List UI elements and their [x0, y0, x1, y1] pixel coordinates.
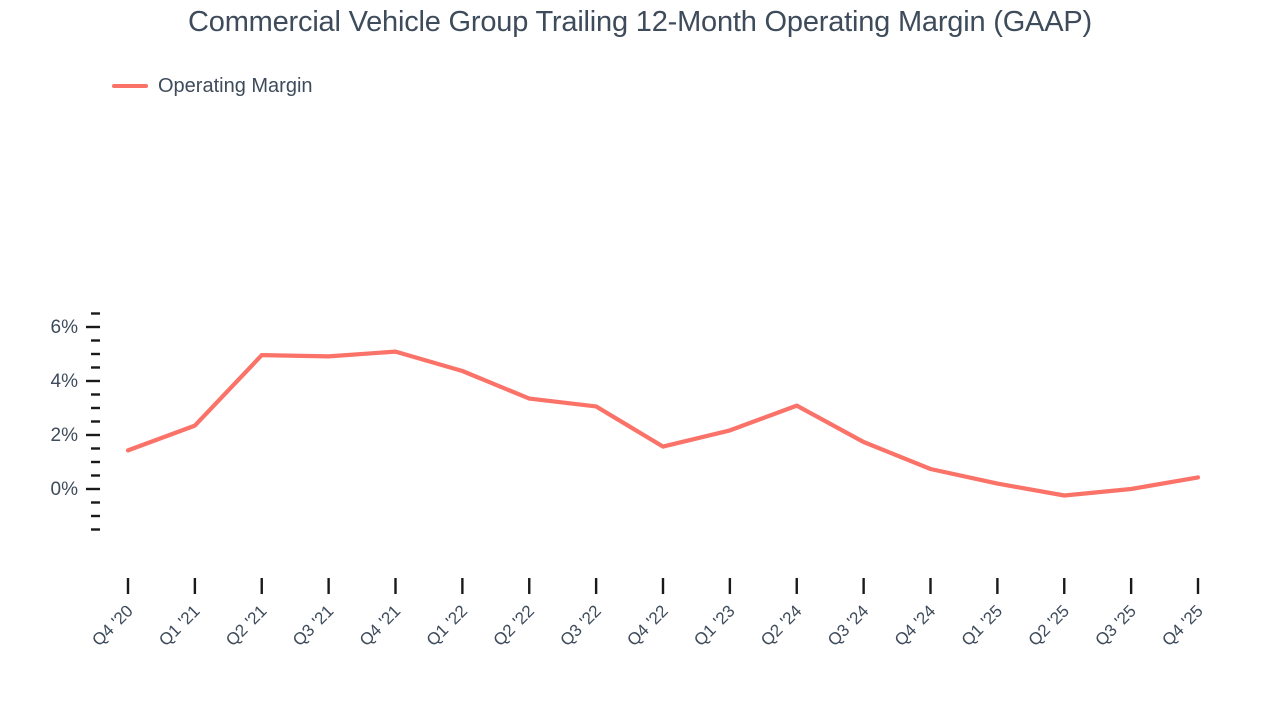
y-tick-label: 6% [51, 317, 79, 338]
x-tick-label: Q1 '25 [958, 601, 1006, 649]
x-tick-label: Q4 '21 [356, 601, 404, 649]
y-tick-label: 4% [51, 371, 79, 392]
x-tick-label: Q1 '23 [690, 601, 738, 649]
x-axis: Q4 '20 Q1 '21 Q2 '21 Q3 '21 Q4 '21 Q1 '22 Q2 '… [88, 578, 1207, 650]
x-tick-label: Q3 '22 [556, 601, 604, 649]
y-tick-label: 2% [51, 425, 79, 446]
chart-legend: Operating Margin [112, 76, 313, 96]
chart-title: Commercial Vehicle Group Trailing 12-Mon… [188, 6, 1092, 38]
x-tick-label: Q4 '24 [891, 601, 939, 649]
x-tick-label: Q4 '22 [623, 601, 671, 649]
x-tick-label: Q3 '25 [1091, 601, 1139, 649]
y-tick-label: 0% [51, 479, 79, 500]
x-tick-label: Q1 '22 [423, 601, 471, 649]
line-series-operating-margin [125, 349, 1201, 498]
x-tick-label: Q3 '24 [824, 601, 872, 649]
y-axis: 0% 2% 4% 6% [51, 312, 100, 531]
x-tick-label: Q2 '24 [757, 601, 805, 649]
x-tick-label: Q2 '22 [490, 601, 538, 649]
x-tick-label: Q4 '20 [88, 601, 136, 649]
legend-color-swatch-operating-margin [112, 84, 148, 88]
legend-label-operating-margin: Operating Margin [158, 75, 313, 97]
x-tick-label: Q1 '21 [155, 601, 203, 649]
x-tick-label: Q2 '21 [222, 601, 270, 649]
x-tick-label: Q3 '21 [289, 601, 337, 649]
x-tick-label: Q2 '25 [1025, 601, 1073, 649]
x-tick-label: Q4 '25 [1158, 601, 1206, 649]
